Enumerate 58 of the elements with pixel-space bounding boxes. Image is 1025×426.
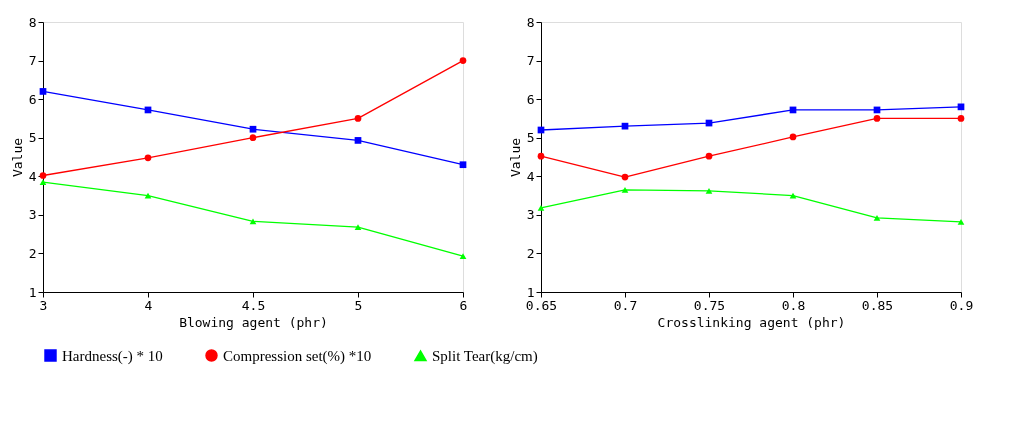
point: [621, 173, 629, 181]
y-tick-label: 4: [28, 168, 37, 184]
x-tick-label: 0.75: [693, 297, 726, 313]
point: [537, 152, 545, 160]
y-tick-label: 5: [28, 130, 37, 146]
x-tick-label: 0.7: [613, 297, 638, 313]
x-tick-label: 4.5: [241, 297, 266, 313]
point: [621, 186, 629, 193]
point: [705, 188, 713, 194]
point: [354, 137, 362, 144]
point: [957, 218, 965, 225]
point: [459, 253, 467, 260]
x-tick-label: 0.8: [781, 297, 806, 313]
point: [249, 125, 257, 133]
point: [459, 57, 467, 64]
y-axis-title: Value: [9, 137, 25, 178]
y-tick-label: 1: [526, 284, 535, 300]
y-tick-label: 2: [526, 245, 535, 261]
x-tick-label: 0.65: [525, 297, 558, 313]
x-axis-title: Blowing agent (phr): [179, 314, 328, 330]
x-tick-label: 3: [39, 297, 48, 313]
point: [957, 115, 965, 122]
y-tick-label: 3: [526, 207, 535, 223]
y-tick-label: 8: [526, 14, 535, 30]
y-tick-label: 4: [526, 168, 535, 184]
point: [705, 152, 713, 160]
point: [39, 179, 47, 185]
legend-label: Compression set(%) *10: [223, 347, 372, 365]
legend-label: Split Tear(kg/cm): [432, 347, 538, 365]
y-tick-label: 8: [28, 14, 37, 30]
point: [144, 154, 152, 162]
point: [249, 134, 257, 142]
x-tick-label: 6: [459, 297, 468, 313]
legend-label: Hardness(-) * 10: [62, 347, 163, 365]
point: [39, 172, 47, 179]
y-tick-label: 3: [28, 207, 37, 223]
point: [873, 115, 881, 122]
x-axis-title: Crosslinking agent (phr): [657, 314, 846, 330]
y-tick-label: 7: [526, 53, 535, 69]
point: [39, 88, 47, 95]
y-tick-label: 2: [28, 245, 37, 261]
y-tick-label: 6: [526, 91, 535, 107]
x-tick-label: 0.85: [861, 297, 894, 313]
y-tick-label: 1: [28, 284, 37, 300]
x-tick-label: 0.9: [949, 297, 974, 313]
point: [873, 215, 881, 221]
point: [354, 224, 362, 231]
point: [537, 205, 545, 211]
x-tick-label: 5: [354, 297, 363, 313]
point: [354, 115, 362, 122]
y-tick-label: 7: [28, 53, 37, 69]
y-axis-title: Value: [507, 137, 523, 178]
point: [249, 218, 257, 225]
x-tick-label: 4: [144, 297, 153, 313]
y-tick-label: 5: [526, 130, 535, 146]
y-tick-label: 6: [28, 91, 37, 107]
point: [459, 161, 467, 169]
point: [789, 133, 797, 141]
